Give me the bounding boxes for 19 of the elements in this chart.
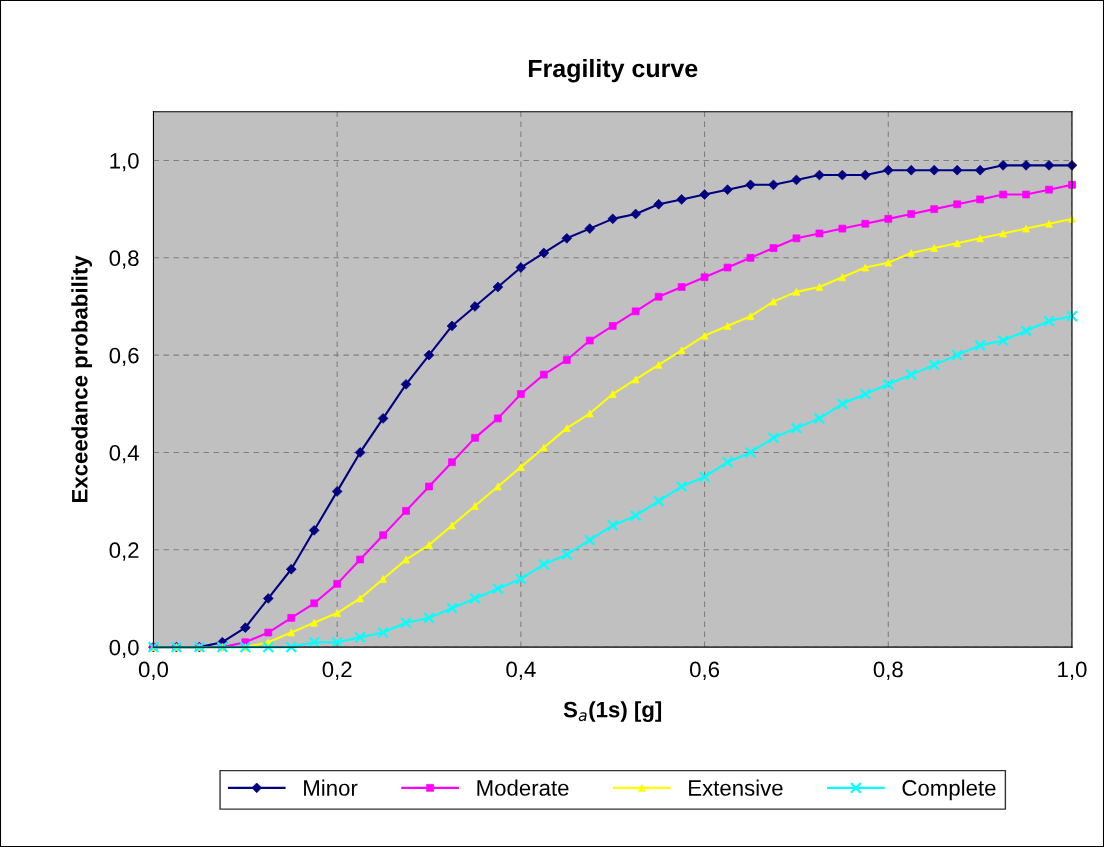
- legend-label: Minor: [304, 779, 358, 796]
- y-axis-title: Exceedance probability: [71, 255, 93, 503]
- y-tick-label: 1,0: [110, 153, 139, 172]
- legend-label: Complete: [902, 779, 996, 801]
- x-tick-label: 0,8: [873, 661, 903, 680]
- legend-label: Moderate: [477, 779, 569, 796]
- x-tick-label: 0,0: [138, 661, 169, 680]
- y-tick-label: 0,4: [109, 444, 139, 464]
- x-tick-label: 0,4: [506, 661, 536, 680]
- y-tick-label: 0,0: [109, 639, 139, 658]
- y-tick-label: 0,2: [109, 542, 139, 561]
- chart-title: Fragility curve: [528, 58, 698, 83]
- x-tick-label: 0,2: [322, 661, 352, 680]
- x-tick-label: 1,0: [1058, 661, 1087, 680]
- y-tick-label: 0,8: [109, 250, 139, 269]
- y-tick-label: 0,6: [109, 347, 139, 367]
- legend-label: Extensive: [689, 779, 783, 796]
- x-axis-title: S$_{a}$(1s) [g]: [563, 701, 662, 722]
- x-tick-label: 0,6: [690, 661, 720, 680]
